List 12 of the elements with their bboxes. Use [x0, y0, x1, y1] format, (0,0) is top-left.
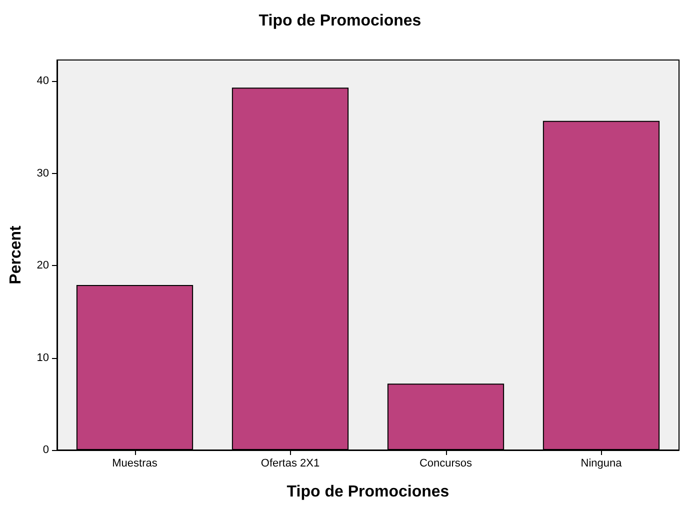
y-axis-title: Percent [8, 224, 24, 284]
chart-title: Tipo de Promociones [258, 12, 422, 30]
x-tick-label: Ninguna [580, 458, 623, 470]
x-axis-title: Tipo de Promociones [286, 484, 450, 500]
y-tick-label: 30 [36, 167, 49, 180]
y-tick-label: 40 [36, 75, 49, 88]
y-tick-label: 10 [36, 352, 49, 364]
x-tick-label: Muestras [112, 458, 158, 470]
y-tick-label: 0 [42, 444, 49, 456]
x-tick-label: Ofertas 2X1 [260, 458, 320, 470]
y-tick-label: 20 [36, 260, 49, 272]
x-tick-label: Concursos [419, 458, 473, 470]
